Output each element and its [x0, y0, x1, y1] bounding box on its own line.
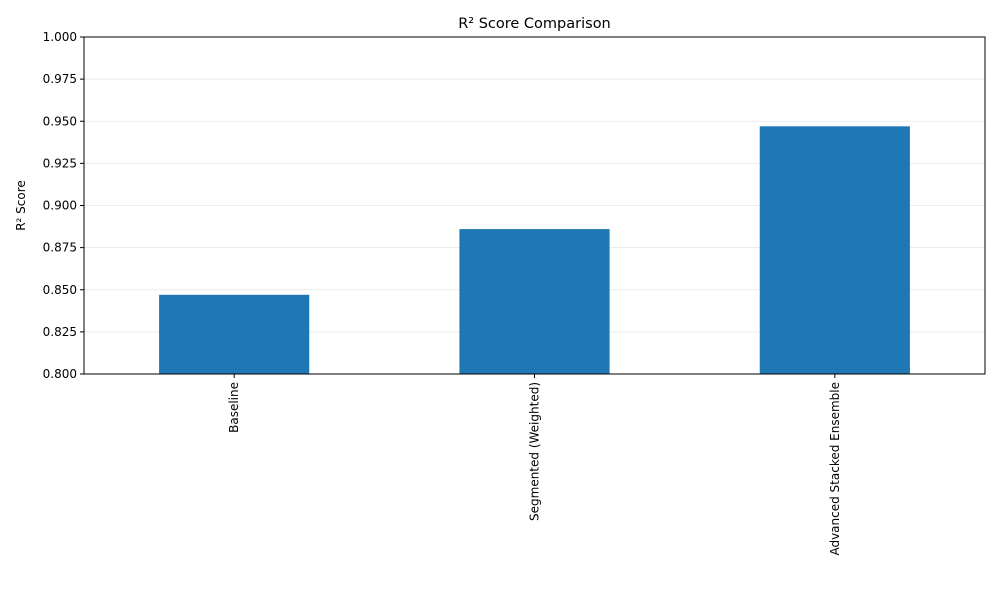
x-tick-label: Segmented (Weighted) — [528, 382, 542, 521]
y-axis-title: R² Score — [14, 180, 28, 231]
y-axis-ticks: 0.800 0.825 0.850 0.875 0.900 0.925 0.950 0.975… — [43, 30, 84, 381]
y-tick-label: 0.800 — [43, 367, 77, 381]
y-tick-label: 0.975 — [43, 72, 77, 86]
y-tick-label: 0.875 — [43, 241, 77, 255]
y-tick-label: 0.825 — [43, 325, 77, 339]
x-tick-label: Baseline — [227, 382, 241, 433]
x-axis-ticks: Baseline Segmented (Weighted) Advanced Sta… — [227, 374, 842, 556]
y-tick-label: 0.925 — [43, 156, 77, 170]
y-tick-label: 0.850 — [43, 283, 77, 297]
bar-advanced-stacked-ensemble — [759, 126, 910, 375]
y-tick-label: 0.900 — [43, 199, 77, 213]
x-tick-label: Advanced Stacked Ensemble — [828, 382, 842, 556]
bar-baseline — [159, 294, 310, 374]
chart-title: R² Score Comparison — [458, 16, 611, 32]
y-tick-label: 1.000 — [43, 30, 77, 44]
bars — [159, 126, 910, 375]
y-tick-label: 0.950 — [43, 114, 77, 128]
bar-segmented-weighted — [459, 229, 610, 374]
